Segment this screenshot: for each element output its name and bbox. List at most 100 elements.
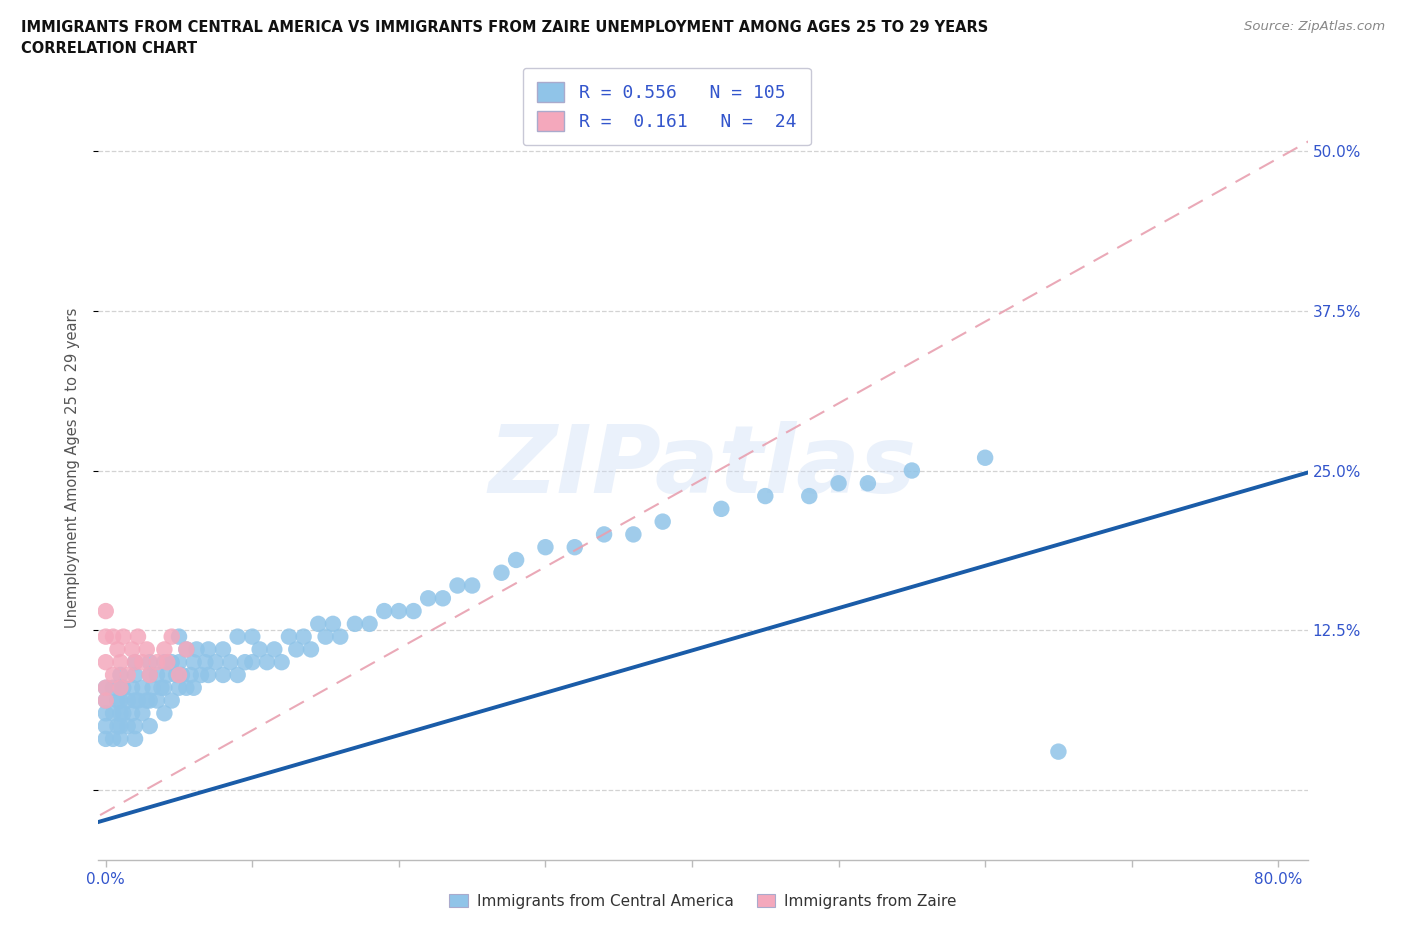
Point	[150, 681, 173, 696]
Point	[197, 668, 219, 683]
Point	[856, 476, 879, 491]
Point	[124, 668, 146, 683]
Point	[110, 693, 132, 708]
Point	[373, 604, 395, 618]
Point	[593, 527, 616, 542]
Point	[432, 591, 454, 605]
Point	[94, 604, 117, 618]
Point	[651, 514, 673, 529]
Point	[110, 655, 132, 670]
Point	[233, 655, 256, 670]
Point	[153, 655, 176, 670]
Point	[131, 655, 153, 670]
Point	[94, 693, 117, 708]
Point	[197, 642, 219, 657]
Point	[270, 655, 292, 670]
Point	[110, 706, 132, 721]
Point	[138, 668, 160, 683]
Point	[94, 630, 117, 644]
Point	[299, 642, 322, 657]
Point	[112, 706, 135, 721]
Legend: R = 0.556   N = 105, R =  0.161   N =  24: R = 0.556 N = 105, R = 0.161 N = 24	[523, 68, 811, 145]
Point	[183, 655, 205, 670]
Point	[156, 668, 179, 683]
Point	[212, 642, 235, 657]
Point	[101, 731, 124, 746]
Point	[121, 681, 143, 696]
Point	[101, 668, 124, 683]
Point	[135, 693, 157, 708]
Point	[127, 693, 149, 708]
Text: IMMIGRANTS FROM CENTRAL AMERICA VS IMMIGRANTS FROM ZAIRE UNEMPLOYMENT AMONG AGES: IMMIGRANTS FROM CENTRAL AMERICA VS IMMIG…	[21, 20, 988, 35]
Point	[388, 604, 411, 618]
Point	[167, 630, 190, 644]
Point	[176, 642, 198, 657]
Point	[110, 668, 132, 683]
Point	[107, 719, 129, 734]
Point	[165, 668, 187, 683]
Legend: Immigrants from Central America, Immigrants from Zaire: Immigrants from Central America, Immigra…	[443, 887, 963, 915]
Point	[505, 552, 527, 567]
Point	[94, 681, 117, 696]
Point	[446, 578, 468, 593]
Point	[131, 681, 153, 696]
Point	[249, 642, 271, 657]
Point	[138, 719, 160, 734]
Point	[329, 630, 352, 644]
Point	[204, 655, 226, 670]
Point	[160, 693, 183, 708]
Point	[138, 668, 160, 683]
Point	[160, 655, 183, 670]
Text: CORRELATION CHART: CORRELATION CHART	[21, 41, 197, 56]
Point	[160, 630, 183, 644]
Point	[710, 501, 733, 516]
Point	[107, 693, 129, 708]
Point	[226, 668, 249, 683]
Point	[219, 655, 242, 670]
Point	[146, 668, 169, 683]
Point	[226, 630, 249, 644]
Point	[183, 681, 205, 696]
Point	[180, 668, 202, 683]
Point	[799, 488, 821, 503]
Point	[564, 539, 586, 554]
Point	[101, 706, 124, 721]
Point	[240, 655, 263, 670]
Point	[110, 719, 132, 734]
Point	[285, 642, 308, 657]
Point	[418, 591, 440, 605]
Point	[146, 693, 169, 708]
Y-axis label: Unemployment Among Ages 25 to 29 years: Unemployment Among Ages 25 to 29 years	[65, 307, 80, 628]
Point	[110, 731, 132, 746]
Point	[156, 655, 179, 670]
Point	[94, 681, 117, 696]
Point	[121, 642, 143, 657]
Point	[153, 681, 176, 696]
Text: ZIPatlas: ZIPatlas	[489, 421, 917, 513]
Point	[974, 450, 997, 465]
Point	[131, 706, 153, 721]
Point	[176, 681, 198, 696]
Point	[124, 731, 146, 746]
Point	[117, 719, 139, 734]
Point	[263, 642, 285, 657]
Point	[94, 706, 117, 721]
Point	[343, 617, 366, 631]
Point	[1047, 744, 1070, 759]
Point	[110, 681, 132, 696]
Point	[176, 642, 198, 657]
Point	[124, 719, 146, 734]
Point	[94, 719, 117, 734]
Point	[240, 630, 263, 644]
Point	[212, 668, 235, 683]
Point	[754, 488, 776, 503]
Point	[167, 655, 190, 670]
Point	[124, 693, 146, 708]
Point	[117, 668, 139, 683]
Point	[827, 476, 849, 491]
Point	[322, 617, 344, 631]
Point	[142, 681, 165, 696]
Point	[101, 681, 124, 696]
Point	[186, 642, 208, 657]
Point	[94, 655, 117, 670]
